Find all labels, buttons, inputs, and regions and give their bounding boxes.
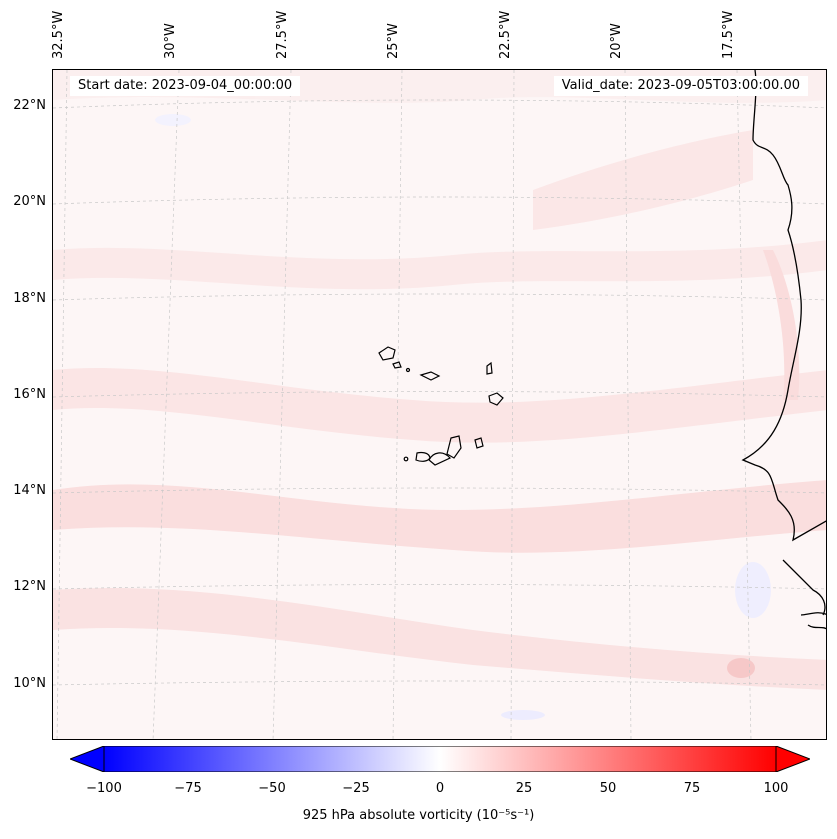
colorbar-tick: 50: [599, 781, 617, 796]
lon-label-25w: 25°W: [386, 23, 401, 59]
colorbar-caption: 925 hPa absolute vorticity (10⁻⁵s⁻¹): [302, 808, 535, 823]
colorbar: [68, 745, 812, 773]
lat-label-16n: 16°N: [13, 387, 46, 402]
colorbar-max-extend: [775, 745, 812, 773]
colorbar-tick: 25: [515, 781, 533, 796]
map-canvas: [53, 70, 826, 739]
cape-verde-islands: [378, 346, 504, 466]
lon-label-20w: 20°W: [609, 23, 624, 59]
colorbar-min-extend: [68, 745, 105, 773]
vorticity-shading: [53, 70, 826, 720]
colorbar-tick: 0: [435, 781, 445, 796]
lat-label-14n: 14°N: [13, 483, 46, 498]
colorbar-tick: −25: [342, 781, 370, 796]
lat-label-12n: 12°N: [13, 579, 46, 594]
colorbar-gradient: [68, 745, 812, 773]
lon-label-32-5w: 32.5°W: [51, 10, 66, 59]
colorbar-tick: 75: [683, 781, 701, 796]
colorbar-tick: 100: [763, 781, 789, 796]
lat-label-10n: 10°N: [13, 676, 46, 691]
colorbar-tick: −75: [174, 781, 202, 796]
lat-label-18n: 18°N: [13, 291, 46, 306]
lat-label-22n: 22°N: [13, 98, 46, 113]
lon-label-27-5w: 27.5°W: [275, 10, 290, 59]
coastline: [741, 70, 826, 630]
lon-label-22-5w: 22.5°W: [498, 10, 513, 59]
colorbar-tick: −50: [258, 781, 286, 796]
valid-date-label: Valid_date: 2023-09-05T03:00:00.00: [553, 76, 808, 96]
graticule: [53, 70, 826, 739]
colorbar-body: [103, 745, 777, 773]
lat-label-20n: 20°N: [13, 194, 46, 209]
lon-label-17-5w: 17.5°W: [721, 10, 736, 59]
vorticity-map[interactable]: [52, 69, 827, 740]
lon-label-30w: 30°W: [163, 23, 178, 59]
start-date-label: Start date: 2023-09-04_00:00:00: [70, 76, 301, 96]
colorbar-tick: −100: [86, 781, 122, 796]
